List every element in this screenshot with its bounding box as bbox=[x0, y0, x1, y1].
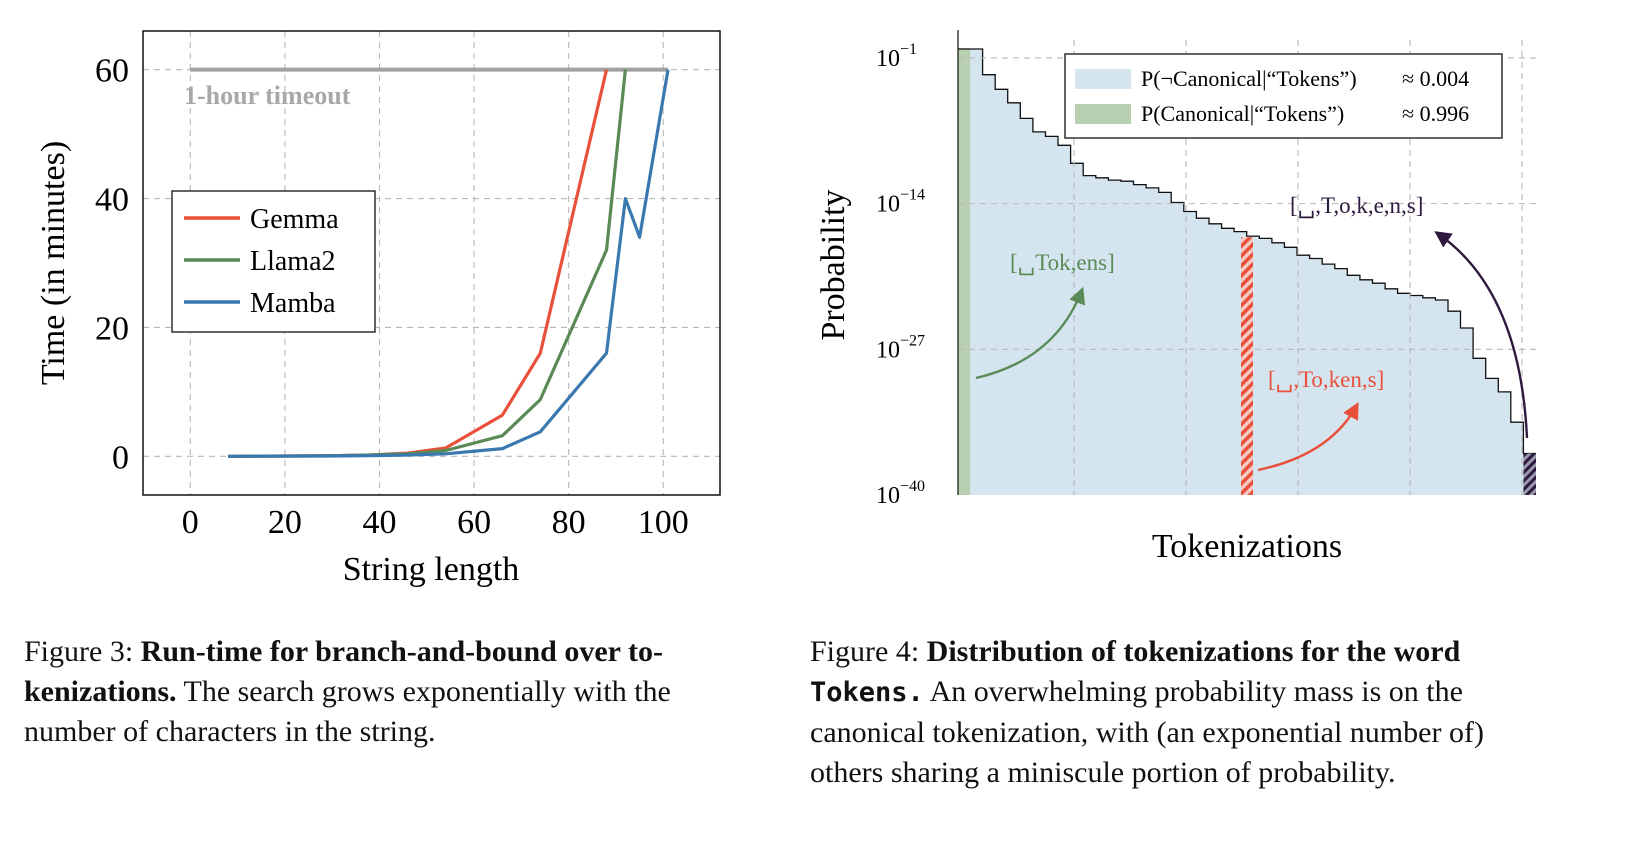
fig3-grid bbox=[143, 31, 720, 495]
fig3-ytick-label: 20 bbox=[95, 310, 129, 347]
legend-value-not-canonical: ≈ 0.004 bbox=[1402, 66, 1469, 91]
fig3-legend-label-mamba: Mamba bbox=[250, 288, 336, 319]
fig4-red-highlight-bar bbox=[1241, 237, 1253, 495]
figure-3-label: Figure 3: bbox=[24, 635, 134, 668]
fig4-ylabel: Probability bbox=[815, 189, 852, 340]
figure-3-caption: Figure 3: Run-time for branch-and-bound … bbox=[24, 632, 764, 752]
fig3-xtick-label: 0 bbox=[182, 504, 199, 541]
legend-label-canonical: P(Canonical|“Tokens”) bbox=[1141, 101, 1344, 126]
figure-4-bold-title-line1: Distribution of tokenizations for the wo… bbox=[926, 635, 1461, 668]
fig3-ytick-label: 0 bbox=[112, 439, 129, 476]
fig4-purple-highlight-bar bbox=[1523, 453, 1536, 495]
figure-3-text-line2: The search grows exponentially with the bbox=[176, 675, 671, 708]
figure-4-label: Figure 4: bbox=[810, 635, 920, 668]
fig3-xtick-label: 100 bbox=[638, 504, 689, 541]
fig4-annotation-green: [␣Tok,ens] bbox=[975, 250, 1115, 380]
annotation-green-label: [␣Tok,ens] bbox=[1010, 250, 1115, 276]
fig3-timeout-label: 1-hour timeout bbox=[184, 81, 351, 110]
annotation-red-label: [␣,To,ken,s] bbox=[1268, 367, 1384, 393]
fig3-xtick-label: 40 bbox=[362, 504, 396, 541]
legend-swatch-canonical bbox=[1075, 104, 1131, 124]
fig3-ytick-label: 60 bbox=[95, 53, 129, 90]
legend-swatch-not-canonical bbox=[1075, 69, 1131, 89]
fig4-ytick-label: 10−14 bbox=[876, 187, 925, 218]
fig4-annotation-red: [␣,To,ken,s] bbox=[1257, 367, 1384, 472]
fig4-legend: P(¬Canonical|“Tokens”) ≈ 0.004 P(Canonic… bbox=[1064, 53, 1503, 139]
figure-4-text-line3: canonical tokenization, with (an exponen… bbox=[810, 716, 1484, 749]
fig4-highlighted-bars bbox=[1241, 237, 1536, 495]
fig4-ytick-label: 10−1 bbox=[876, 41, 917, 72]
fig3-ticks: 0 20 40 60 80 100 0 20 40 60 bbox=[95, 53, 689, 541]
figure-4-text-line2: An overwhelming probability mass is on t… bbox=[923, 675, 1463, 708]
fig4-step-outline bbox=[969, 48, 1536, 455]
legend-label-not-canonical: P(¬Canonical|“Tokens”) bbox=[1141, 66, 1357, 91]
fig3-ytick-label: 40 bbox=[95, 182, 129, 219]
annotation-red-arrow bbox=[1257, 402, 1359, 472]
figure-4-text-line4: others sharing a miniscule portion of pr… bbox=[810, 756, 1396, 789]
fig3-legend-label-llama2: Llama2 bbox=[250, 246, 336, 277]
fig3-xlabel: String length bbox=[343, 551, 520, 588]
annotation-purple-arrow bbox=[1434, 231, 1529, 439]
fig3-xtick-label: 80 bbox=[552, 504, 586, 541]
figure-3-text-line3: number of characters in the string. bbox=[24, 715, 436, 748]
fig3-legend-label-gemma: Gemma bbox=[250, 204, 339, 235]
fig4-canonical-bar bbox=[958, 48, 970, 496]
fig4-yticks: 10−1 10−14 10−27 10−40 bbox=[876, 41, 925, 509]
fig4-xlabel: Tokenizations bbox=[1152, 528, 1342, 565]
legend-value-canonical: ≈ 0.996 bbox=[1402, 101, 1469, 126]
fig4-ytick-label: 10−27 bbox=[876, 332, 925, 363]
fig3-legend: Gemma Llama2 Mamba bbox=[171, 190, 376, 333]
fig3-ylabel: Time (in minutes) bbox=[35, 141, 72, 385]
annotation-purple-label: [␣,T,o,k,e,n,s] bbox=[1290, 193, 1423, 219]
fig3-xtick-label: 20 bbox=[268, 504, 302, 541]
fig3-axes-frame bbox=[142, 30, 721, 496]
fig3-xtick-label: 60 bbox=[457, 504, 491, 541]
annotation-green-arrow bbox=[975, 286, 1085, 380]
figure-3-bold-title-line1: Run-time for branch-and-bound over to- bbox=[140, 635, 663, 668]
fig4-annotation-purple: [␣,T,o,k,e,n,s] bbox=[1290, 193, 1529, 439]
fig3-series-mamba bbox=[228, 69, 670, 458]
figure-4-bold-word: Tokens. bbox=[810, 677, 924, 708]
figure-4-chart: 10−1 10−14 10−27 10−40 Tokenizations Probab… bbox=[815, 30, 1536, 565]
figure-4-caption: Figure 4: Distribution of tokenizations … bbox=[810, 632, 1610, 793]
figure-3-chart: 1-hour timeout 0 20 40 60 80 100 0 20 40 60 Strin… bbox=[35, 30, 721, 588]
fig4-ytick-label: 10−40 bbox=[876, 478, 925, 509]
fig3-series-lines bbox=[228, 69, 670, 458]
figure-3-bold-title-line2: kenizations. bbox=[24, 675, 177, 708]
